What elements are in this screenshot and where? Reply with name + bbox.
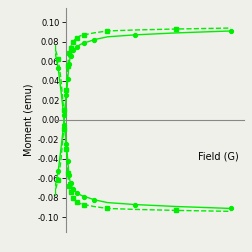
Text: Field (G): Field (G): [198, 151, 239, 161]
Y-axis label: Moment (emu): Moment (emu): [24, 83, 34, 156]
